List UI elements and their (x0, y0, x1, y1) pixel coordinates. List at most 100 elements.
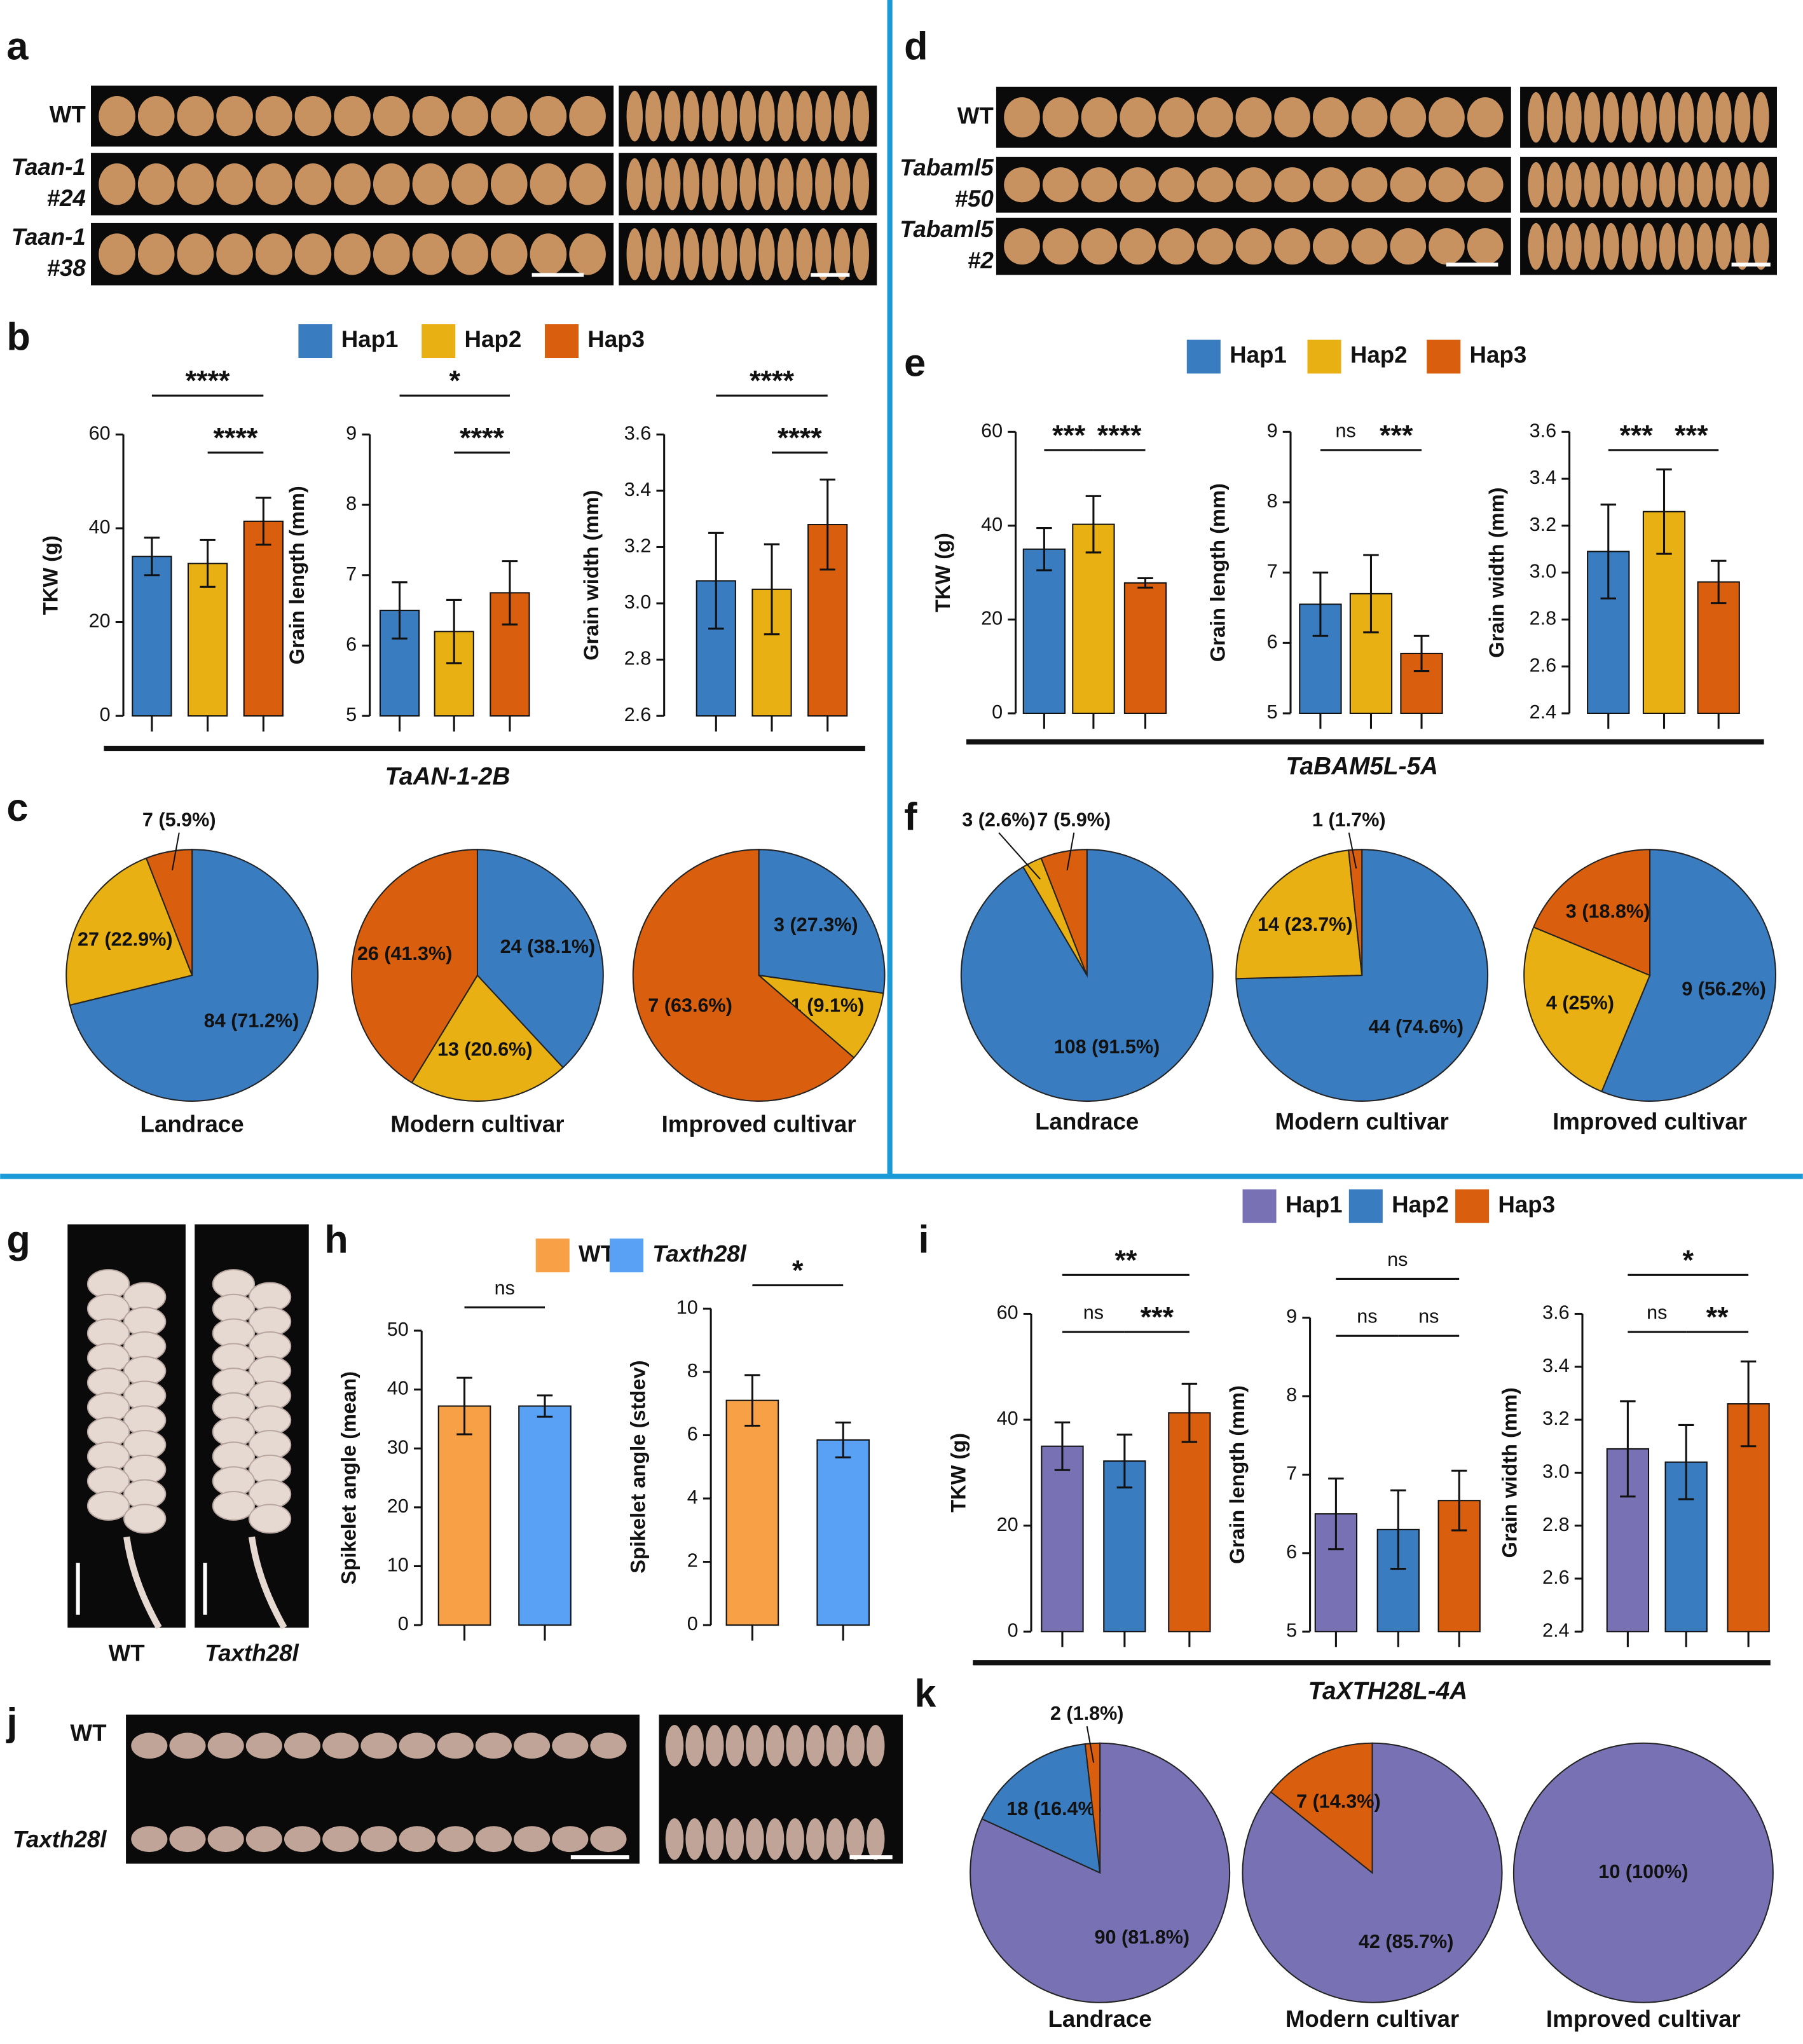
grain (1081, 228, 1118, 265)
grain (99, 95, 135, 137)
grain (1659, 92, 1676, 143)
spikelet (123, 1504, 167, 1534)
legend-swatch (535, 1238, 570, 1273)
legend-swatch (1348, 1189, 1383, 1223)
significance-label: *** (1380, 418, 1413, 451)
grain (1715, 161, 1732, 208)
error-bar (392, 581, 408, 640)
grain (294, 95, 332, 137)
grain (1235, 97, 1272, 138)
error-bar (446, 598, 462, 664)
grain (866, 1725, 885, 1767)
bar (243, 520, 284, 717)
grain (475, 1732, 512, 1759)
significance-label: **** (750, 364, 794, 397)
grain (530, 233, 567, 275)
y-tick-label: 3.2 (1530, 514, 1557, 535)
y-tick-label: 0 (100, 704, 111, 725)
grain (530, 163, 567, 205)
error-bar (1328, 1478, 1344, 1551)
grain (1120, 97, 1156, 138)
significance-label: **** (778, 421, 822, 453)
grain (1603, 161, 1619, 208)
y-tick-label: 20 (981, 608, 1003, 629)
grain (1621, 223, 1638, 270)
pie-name: Landrace (1048, 2006, 1152, 2032)
y-tick-label: 60 (89, 422, 111, 444)
grain (665, 1725, 684, 1767)
pie-label: 14 (23.7%) (1258, 914, 1353, 935)
grain (1042, 228, 1079, 265)
grain (853, 158, 870, 210)
photo-label: #24 (47, 185, 86, 211)
grain (1196, 97, 1233, 138)
panel-letter: i (919, 1217, 929, 1261)
y-tick-label: 3.0 (624, 591, 652, 613)
photo-label: WT (70, 1720, 107, 1746)
y-tick-label: 7 (346, 563, 357, 585)
grain (1640, 223, 1657, 270)
grain (826, 1818, 845, 1860)
grain (1390, 228, 1427, 265)
leader-line (1066, 832, 1075, 870)
grain (207, 1826, 244, 1853)
grain (777, 90, 794, 142)
photo-label: Taxth28l (13, 1826, 107, 1852)
pie-slice (1523, 926, 1651, 1093)
grain (552, 1732, 589, 1759)
significance-label: ns (1387, 1249, 1408, 1270)
pie-slice (145, 849, 193, 976)
grain (451, 233, 488, 275)
grain (1565, 223, 1582, 270)
grain (99, 233, 135, 275)
error-bar (200, 538, 216, 588)
grain (833, 158, 851, 210)
pie-label: 44 (74.6%) (1368, 1016, 1464, 1038)
y-axis-label: Grain width (mm) (1484, 488, 1508, 658)
grain (1640, 92, 1657, 143)
grain (216, 163, 253, 205)
grain (1042, 167, 1079, 203)
bar (187, 563, 228, 717)
grain (765, 1725, 785, 1767)
significance-label: ns (495, 1277, 515, 1299)
grain (373, 95, 410, 137)
y-tick-label: 3.2 (624, 535, 652, 557)
grain (685, 1818, 704, 1860)
grain (1584, 161, 1601, 208)
photo-label: Taxth28l (205, 1640, 299, 1666)
grain (853, 228, 870, 280)
grain (334, 95, 371, 137)
y-tick-label: 6 (1267, 631, 1278, 652)
error-bar (1137, 577, 1153, 589)
grain (245, 1732, 282, 1759)
spikelet (86, 1490, 130, 1521)
grain (866, 1818, 885, 1860)
photo-label: Taan-1 (11, 154, 86, 180)
pie-name: Improved cultivar (662, 1111, 856, 1137)
pie-label: 42 (85.7%) (1359, 1931, 1454, 1952)
y-tick-label: 0 (398, 1613, 409, 1635)
grain (645, 158, 662, 210)
grain (284, 1826, 321, 1853)
grain (1351, 167, 1388, 203)
grain (412, 95, 449, 137)
grain (177, 233, 214, 275)
grain (1004, 97, 1040, 138)
grain (1158, 97, 1195, 138)
grain (1274, 97, 1310, 138)
grain (1467, 228, 1504, 265)
legend-swatch (1186, 340, 1221, 374)
grain (1734, 223, 1751, 270)
legend-label: Hap2 (465, 326, 522, 352)
grain (1753, 92, 1769, 143)
y-tick-label: 8 (346, 493, 357, 514)
y-tick-label: 7 (1267, 561, 1278, 582)
pie-label: 9 (56.2%) (1682, 978, 1766, 999)
panel-letter: k (914, 1671, 936, 1715)
grain (665, 1818, 684, 1860)
pie-name: Modern cultivar (1275, 1108, 1449, 1134)
significance-label: **** (186, 364, 230, 397)
grain (626, 90, 643, 142)
significance-label: * (1683, 1244, 1694, 1276)
